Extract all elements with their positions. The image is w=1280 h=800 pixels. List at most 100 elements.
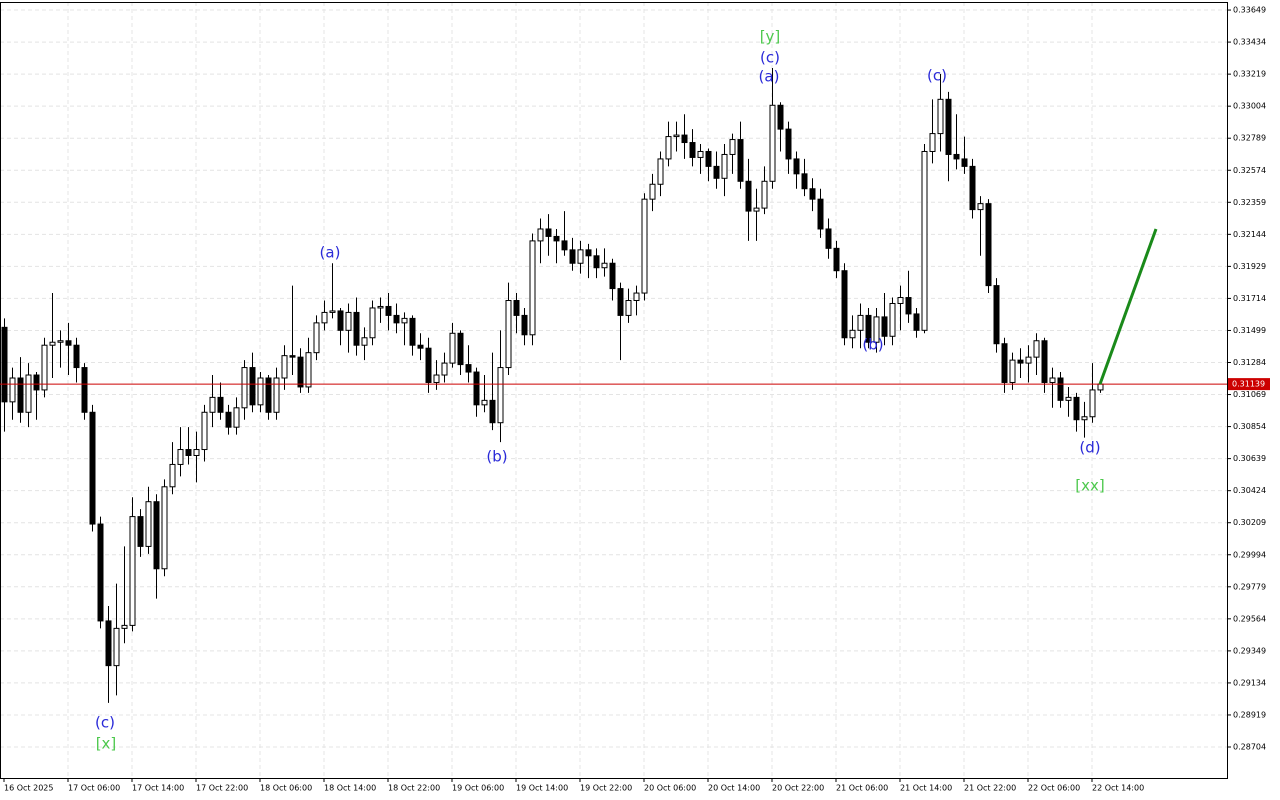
candle-body <box>169 463 176 488</box>
x-tick-label: 21 Oct 06:00 <box>836 784 888 793</box>
candle-body <box>889 302 896 337</box>
candle-body <box>1025 356 1032 364</box>
y-tick-label: 0.33004 <box>1233 102 1266 111</box>
candle-body <box>745 180 752 212</box>
y-tick-label: 0.33434 <box>1233 38 1266 47</box>
candle-body <box>777 104 784 130</box>
candle-body <box>705 150 712 167</box>
candle-body <box>953 153 960 160</box>
candle-body <box>233 407 240 428</box>
candle-body <box>913 313 920 331</box>
candle-body <box>1057 377 1064 401</box>
candle-body <box>561 240 568 251</box>
x-tick-label: 17 Oct 14:00 <box>132 784 184 793</box>
current-price-box <box>1228 378 1270 391</box>
candle-body <box>481 399 488 406</box>
candle-body <box>921 150 928 331</box>
candle-body <box>369 307 376 339</box>
candle-body <box>993 285 1000 345</box>
x-tick-label: 20 Oct 14:00 <box>708 784 760 793</box>
candle-body <box>177 449 184 465</box>
candle-body <box>425 347 432 383</box>
candle-body <box>1041 340 1048 383</box>
candle-body <box>529 240 536 336</box>
candle-body <box>817 198 824 230</box>
candle-body <box>601 262 608 269</box>
candle-body <box>273 377 280 413</box>
candle-body <box>673 134 680 138</box>
wave-label: (b) <box>862 336 883 354</box>
projection-line <box>1098 228 1158 385</box>
candle-body <box>873 316 880 343</box>
candle-body <box>65 340 72 346</box>
candle-body <box>721 153 728 179</box>
x-tick-label: 20 Oct 22:00 <box>772 784 824 793</box>
candle-body <box>305 352 312 388</box>
candle-body <box>689 142 696 158</box>
candle-body <box>801 173 808 190</box>
candle-body <box>905 297 912 315</box>
x-tick-label: 18 Oct 14:00 <box>324 784 376 793</box>
candle-body <box>337 310 344 331</box>
candle-body <box>401 317 408 324</box>
candle-body <box>1009 359 1016 383</box>
current-price-label: 0.31139 <box>1232 380 1265 389</box>
x-tick-label: 19 Oct 22:00 <box>580 784 632 793</box>
y-tick-label: 0.32574 <box>1233 166 1266 175</box>
x-tick-label: 18 Oct 06:00 <box>260 784 312 793</box>
candle-body <box>449 332 456 364</box>
candle-body <box>513 300 520 316</box>
wave-label: (a) <box>320 244 341 262</box>
candle-body <box>657 158 664 185</box>
candle-body <box>465 364 472 373</box>
y-tick-label: 0.29134 <box>1233 678 1266 687</box>
candle-body <box>121 624 128 629</box>
candle-body <box>1089 389 1096 418</box>
candle-body <box>809 188 816 200</box>
candle-body <box>577 249 584 264</box>
y-tick-label: 0.33219 <box>1233 70 1266 79</box>
candle-body <box>961 158 968 167</box>
candle-body <box>1049 377 1056 383</box>
candle-body <box>137 516 144 547</box>
y-tick-label: 0.31499 <box>1233 326 1266 335</box>
candle-body <box>257 377 264 406</box>
x-tick-label: 22 Oct 06:00 <box>1028 784 1080 793</box>
candle-body <box>841 270 848 339</box>
candle-body <box>161 486 168 570</box>
candle-body <box>641 198 648 294</box>
candle-body <box>297 356 304 388</box>
candle-body <box>969 165 976 211</box>
candle-body <box>9 377 16 403</box>
y-tick-label: 0.30424 <box>1233 486 1266 495</box>
y-tick-label: 0.31284 <box>1233 358 1266 367</box>
candle-body <box>113 627 120 667</box>
candle-body <box>825 228 832 249</box>
x-tick-label: 20 Oct 06:00 <box>644 784 696 793</box>
y-tick-label: 0.30209 <box>1233 518 1266 527</box>
candle-body <box>625 300 632 316</box>
wave-label: [xx] <box>1075 477 1104 495</box>
candle-body <box>249 367 256 406</box>
x-tick-label: 19 Oct 14:00 <box>516 784 568 793</box>
candle-body <box>769 104 776 182</box>
y-tick-label: 0.29564 <box>1233 614 1266 623</box>
x-tick-label: 21 Oct 14:00 <box>900 784 952 793</box>
candle-body <box>241 367 248 409</box>
candle-body <box>185 449 192 456</box>
candle-body <box>281 355 288 379</box>
candle-body <box>985 203 992 287</box>
y-tick-label: 0.31069 <box>1233 390 1266 399</box>
candle-body <box>649 183 656 200</box>
candle-body <box>1001 343 1008 383</box>
candle-body <box>193 449 200 456</box>
candle-body <box>377 305 384 309</box>
wave-label: (c) <box>95 714 115 732</box>
candle-body <box>505 300 512 369</box>
candle-body <box>489 399 496 424</box>
candle-body <box>417 344 424 349</box>
y-tick-label: 0.29349 <box>1233 646 1266 655</box>
candle-body <box>1081 416 1088 421</box>
wave-label: (c) <box>760 49 780 67</box>
